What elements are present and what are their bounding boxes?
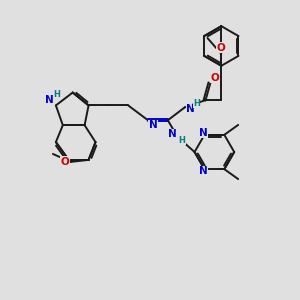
Text: O: O	[217, 43, 226, 53]
Text: H: H	[193, 99, 200, 108]
Text: N: N	[186, 104, 195, 114]
Text: N: N	[45, 95, 53, 106]
Text: N: N	[199, 128, 208, 138]
Text: N: N	[168, 129, 177, 139]
Text: N: N	[199, 166, 208, 176]
Text: H: H	[178, 136, 185, 145]
Text: H: H	[53, 90, 60, 99]
Text: O: O	[210, 73, 219, 83]
Text: N: N	[148, 120, 157, 130]
Text: O: O	[60, 157, 69, 167]
